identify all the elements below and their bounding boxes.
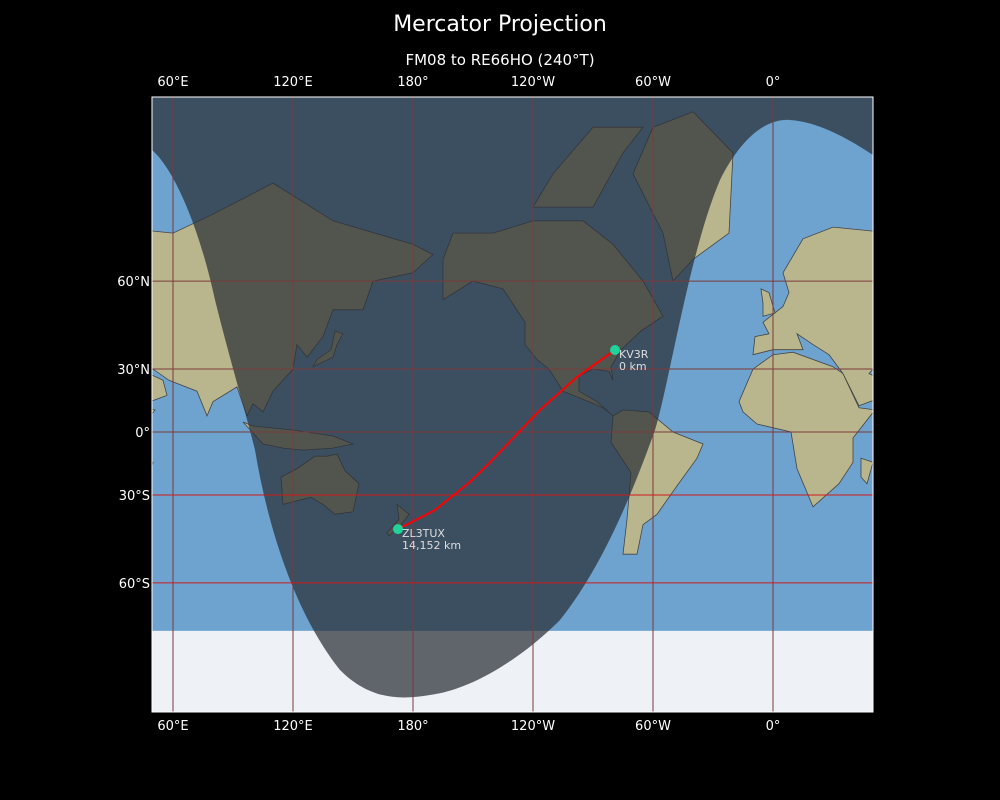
lat-tick-label: 30°N	[117, 363, 150, 378]
station-marker-icon[interactable]	[610, 344, 620, 355]
lat-tick-label: 60°N	[117, 275, 150, 290]
lon-tick-label-top: 180°	[397, 75, 428, 90]
station-call: ZL3TUX	[402, 527, 445, 540]
lat-tick-label: 30°S	[119, 489, 150, 504]
graticule	[152, 97, 873, 712]
great-circle-path	[397, 349, 616, 530]
lon-tick-label-bottom: 0°	[766, 719, 781, 734]
continent-greenland	[0, 112, 13, 281]
station-call: KV3R	[619, 348, 649, 361]
night-shade	[152, 97, 873, 698]
lon-tick-label-bottom: 120°W	[511, 719, 555, 734]
continent-madagascar	[152, 461, 154, 468]
lon-tick-label-top: 120°E	[273, 75, 313, 90]
lon-tick-label-bottom: 120°E	[273, 719, 313, 734]
lon-tick-label-top: 60°W	[635, 75, 671, 90]
lat-tick-label: 0°	[135, 426, 150, 441]
lon-tick-label-bottom: 180°	[397, 719, 428, 734]
figure-title: Mercator Projection	[393, 12, 607, 37]
continent-britain	[41, 289, 55, 316]
lon-tick-label-top: 0°	[766, 75, 781, 90]
lon-tick-label-bottom: 60°W	[635, 719, 671, 734]
map-frame	[151, 96, 874, 713]
lat-tick-label: 60°S	[119, 577, 150, 592]
continent-indonesia	[963, 422, 1000, 450]
lon-tick-label-top: 60°E	[157, 75, 188, 90]
station-distance: 14,152 km	[402, 539, 461, 552]
continent-eurasia	[752, 226, 873, 407]
station-distance: 0 km	[619, 360, 647, 373]
continent-africa	[152, 409, 156, 415]
map-subtitle: FM08 to RE66HO (240°T)	[405, 51, 595, 69]
continent-madagascar	[860, 457, 873, 485]
lon-tick-label-bottom: 60°E	[157, 719, 188, 734]
lon-tick-label-top: 120°W	[511, 75, 555, 90]
station-marker-icon[interactable]	[393, 524, 403, 535]
